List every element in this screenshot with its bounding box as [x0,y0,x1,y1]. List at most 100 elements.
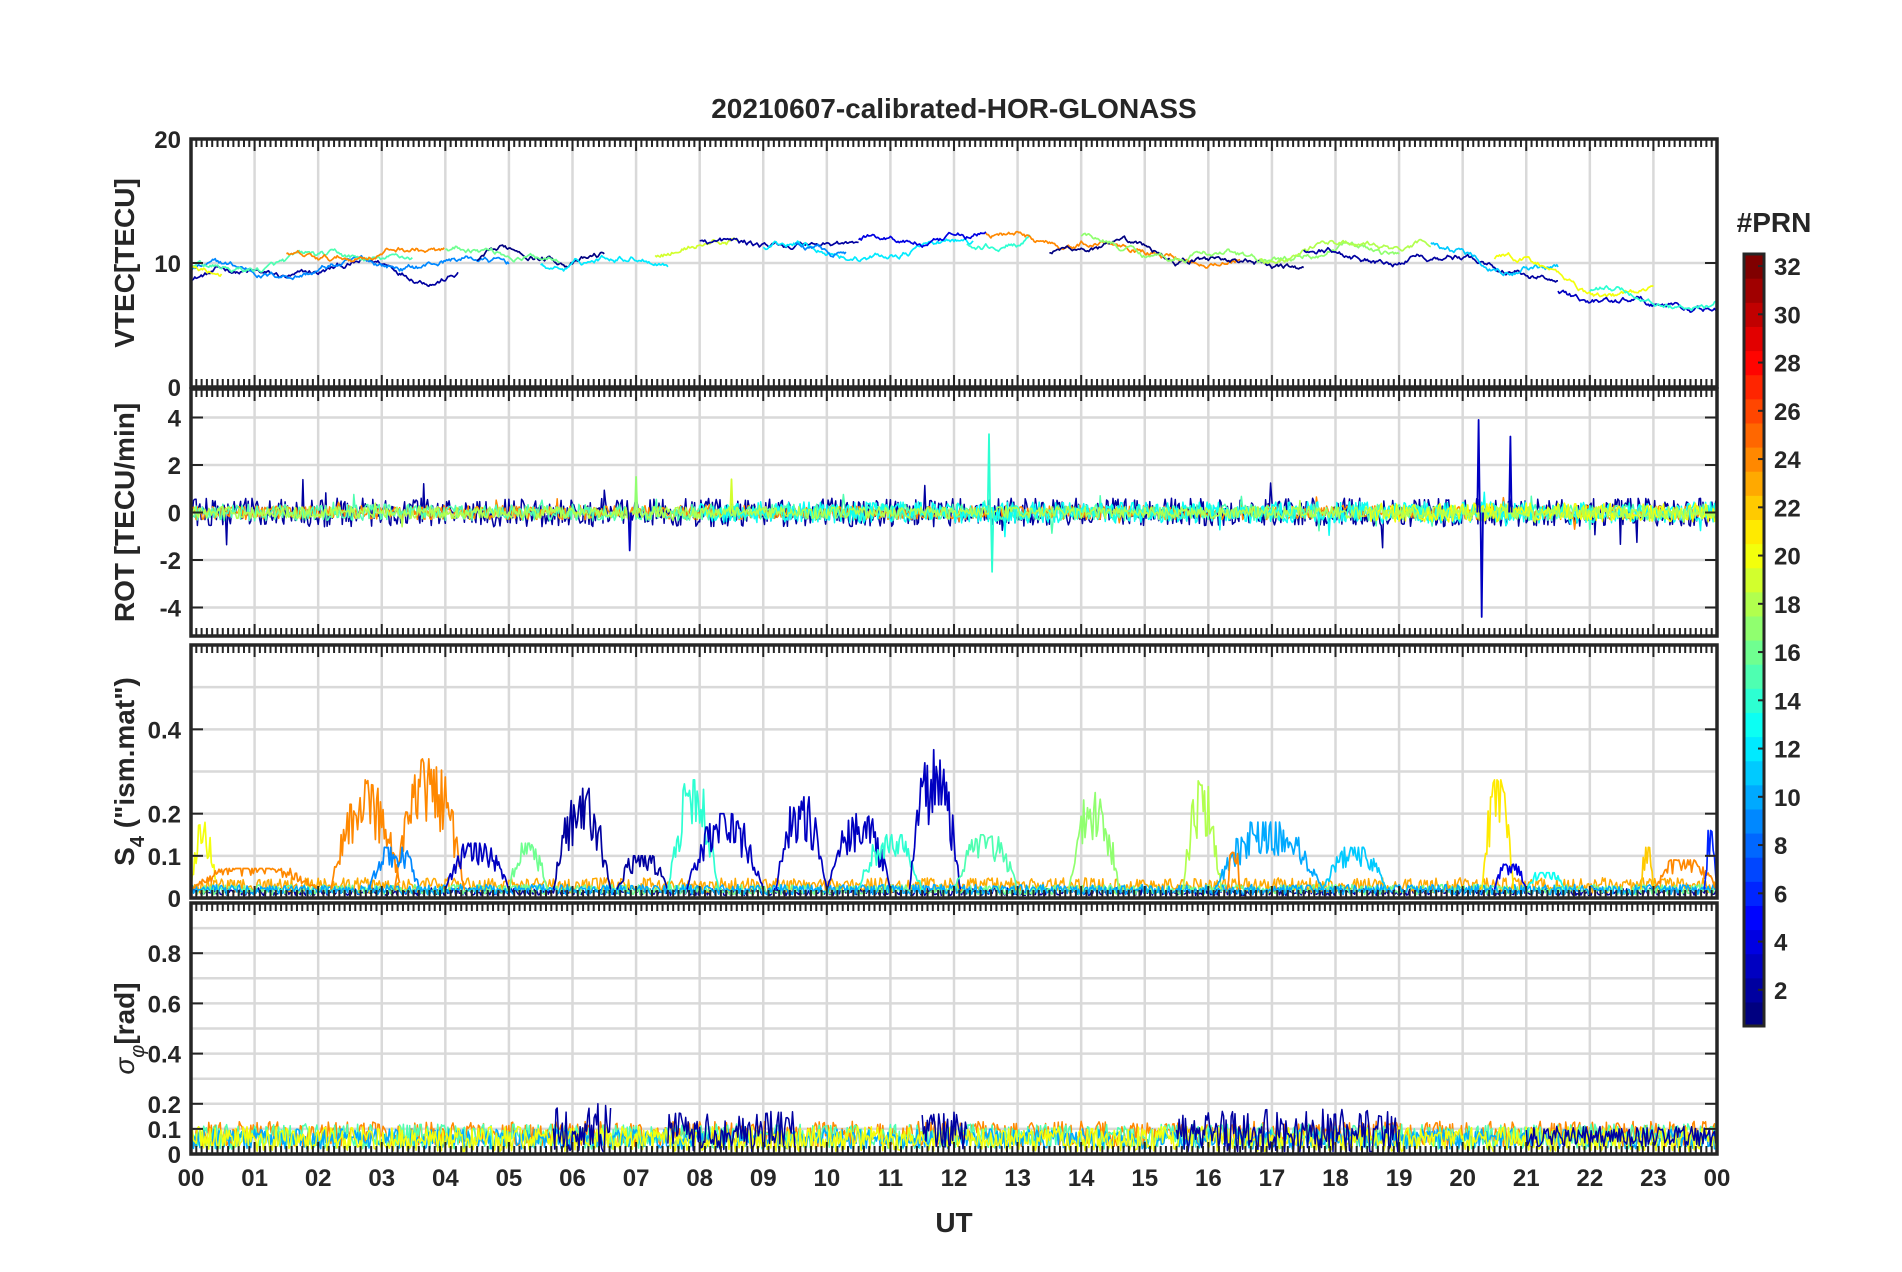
burst-prn-16 [508,842,548,890]
y-tick-label: -2 [160,548,181,575]
burst-prn-10 [1213,821,1324,890]
burst-prn-3 [908,748,962,890]
x-tick-label: 19 [1386,1165,1413,1192]
colorbar-tick-label: 22 [1774,495,1801,522]
spike-prn-14 [986,433,992,513]
y-tick-label: -4 [160,596,182,623]
x-tick-label: 20 [1449,1165,1476,1192]
y-tick-label: 0.4 [148,717,182,744]
spike-prn-3 [627,512,632,552]
burst-prn-6 [1703,829,1717,890]
x-tick-label: 16 [1195,1165,1222,1192]
colorbar-swatch [1744,254,1764,279]
burst-prn-22 [1639,846,1655,890]
colorbar-swatch [1744,833,1764,858]
burst-prn-24 [1226,851,1241,890]
spike-prn-3 [1476,419,1481,513]
y-tick-label: 0.1 [148,1117,181,1144]
x-tick-label: 00 [1704,1165,1731,1192]
burst-prn-2 [616,854,669,891]
x-tick-label: 03 [368,1165,395,1192]
x-tick-label: 00 [178,1165,205,1192]
grid-vtec [191,139,1717,387]
y-axis-label-text: [rad] [109,982,140,1044]
burst-prn-2 [552,787,612,890]
colorbar-swatch [1744,543,1764,569]
panel-rot: -4 -2 0 2 4 ROT [TECU/min] [109,387,1719,638]
colorbar-tick-label: 24 [1774,447,1801,474]
colorbar-tick-label: 30 [1774,302,1801,329]
colorbar-swatch [1744,495,1764,520]
colorbar-swatch [1744,519,1764,545]
spike-prn-19 [729,478,734,513]
series-prn-11 [1430,242,1559,277]
colorbar-tick-label: 32 [1774,254,1801,281]
x-ticks-s4 [190,645,1718,899]
x-tick-label: 08 [686,1165,713,1192]
spike-prn-14 [990,512,995,573]
y-tick-label: 20 [154,127,181,154]
series-prn-2 [1525,1125,1717,1148]
y-tick-label: 0 [168,375,181,402]
y-axis-label-symbol: σ [109,1057,140,1075]
x-tick-labels: 00 01 02 03 04 05 06 07 08 09 10 11 12 13 14 15 16 17 18 19… [178,1165,1731,1192]
spike-prn-3 [1508,435,1513,513]
colorbar-swatch [1744,784,1764,810]
y-axis-label-vtec: VTEC[TECU] [109,178,140,348]
x-tick-label: 22 [1576,1165,1603,1192]
series-group-rot [191,419,1717,618]
colorbar-tick-label: 16 [1774,640,1801,667]
series-prn-20 [191,265,223,277]
colorbar-tick-label: 20 [1774,544,1801,571]
series-prn-2 [1175,1108,1400,1153]
burst-prn-18 [1182,780,1222,890]
x-tick-label: 13 [1004,1165,1031,1192]
x-ticks-rot [190,389,1718,636]
colorbar-swatch [1744,374,1764,400]
colorbar-tick-label: 4 [1774,930,1788,957]
burst-prn-20 [191,821,217,890]
burst-prn-13 [1525,871,1566,891]
colorbar-frame [1742,252,1766,1028]
colorbar-swatch [1744,640,1764,665]
burst-prn-24 [191,867,318,891]
y-axis-label-subscript: φ [127,1045,149,1058]
y-axis-label-subscript: 4 [127,835,149,847]
colorbar-tick-label: 8 [1774,833,1787,860]
colorbar-swatch [1744,953,1764,979]
spike-prn-17 [633,476,639,513]
series-prn-19 [654,237,739,258]
colorbar-swatch [1744,977,1764,1003]
y-tick-label: 0.6 [148,991,181,1018]
colorbar-swatch [1744,857,1764,882]
series-prn-14 [1589,285,1717,312]
x-tick-label: 02 [305,1165,332,1192]
colorbar-tick-label: 14 [1774,688,1801,715]
series-prn-12 [540,254,669,272]
burst-prn-15 [953,833,1019,890]
colorbar-tick-label: 2 [1774,978,1787,1005]
x-ticks-vtec [190,138,1718,388]
burst-prn-3 [686,812,765,890]
colorbar-swatch [1744,567,1764,593]
y-tick-label: 0.4 [148,1042,182,1069]
x-tick-label: 23 [1640,1165,1667,1192]
colorbar-swatch [1744,302,1764,327]
x-tick-label: 09 [750,1165,777,1192]
x-tick-label: 05 [496,1165,523,1192]
colorbar-swatch [1744,929,1764,955]
colorbar-swatch [1744,278,1764,303]
colorbar-tick-label: 28 [1774,351,1801,378]
grid-s4 [191,645,1717,898]
x-axis-label: UT [935,1207,972,1238]
series-prn-24 [286,246,445,263]
y-tick-label: 2 [168,453,181,480]
x-tick-label: 15 [1131,1165,1158,1192]
colorbar-tick-label: 18 [1774,592,1801,619]
colorbar-swatch [1744,736,1764,762]
x-tick-label: 18 [1322,1165,1349,1192]
colorbar-swatch [1744,350,1764,376]
series-prn-18 [1258,238,1432,265]
